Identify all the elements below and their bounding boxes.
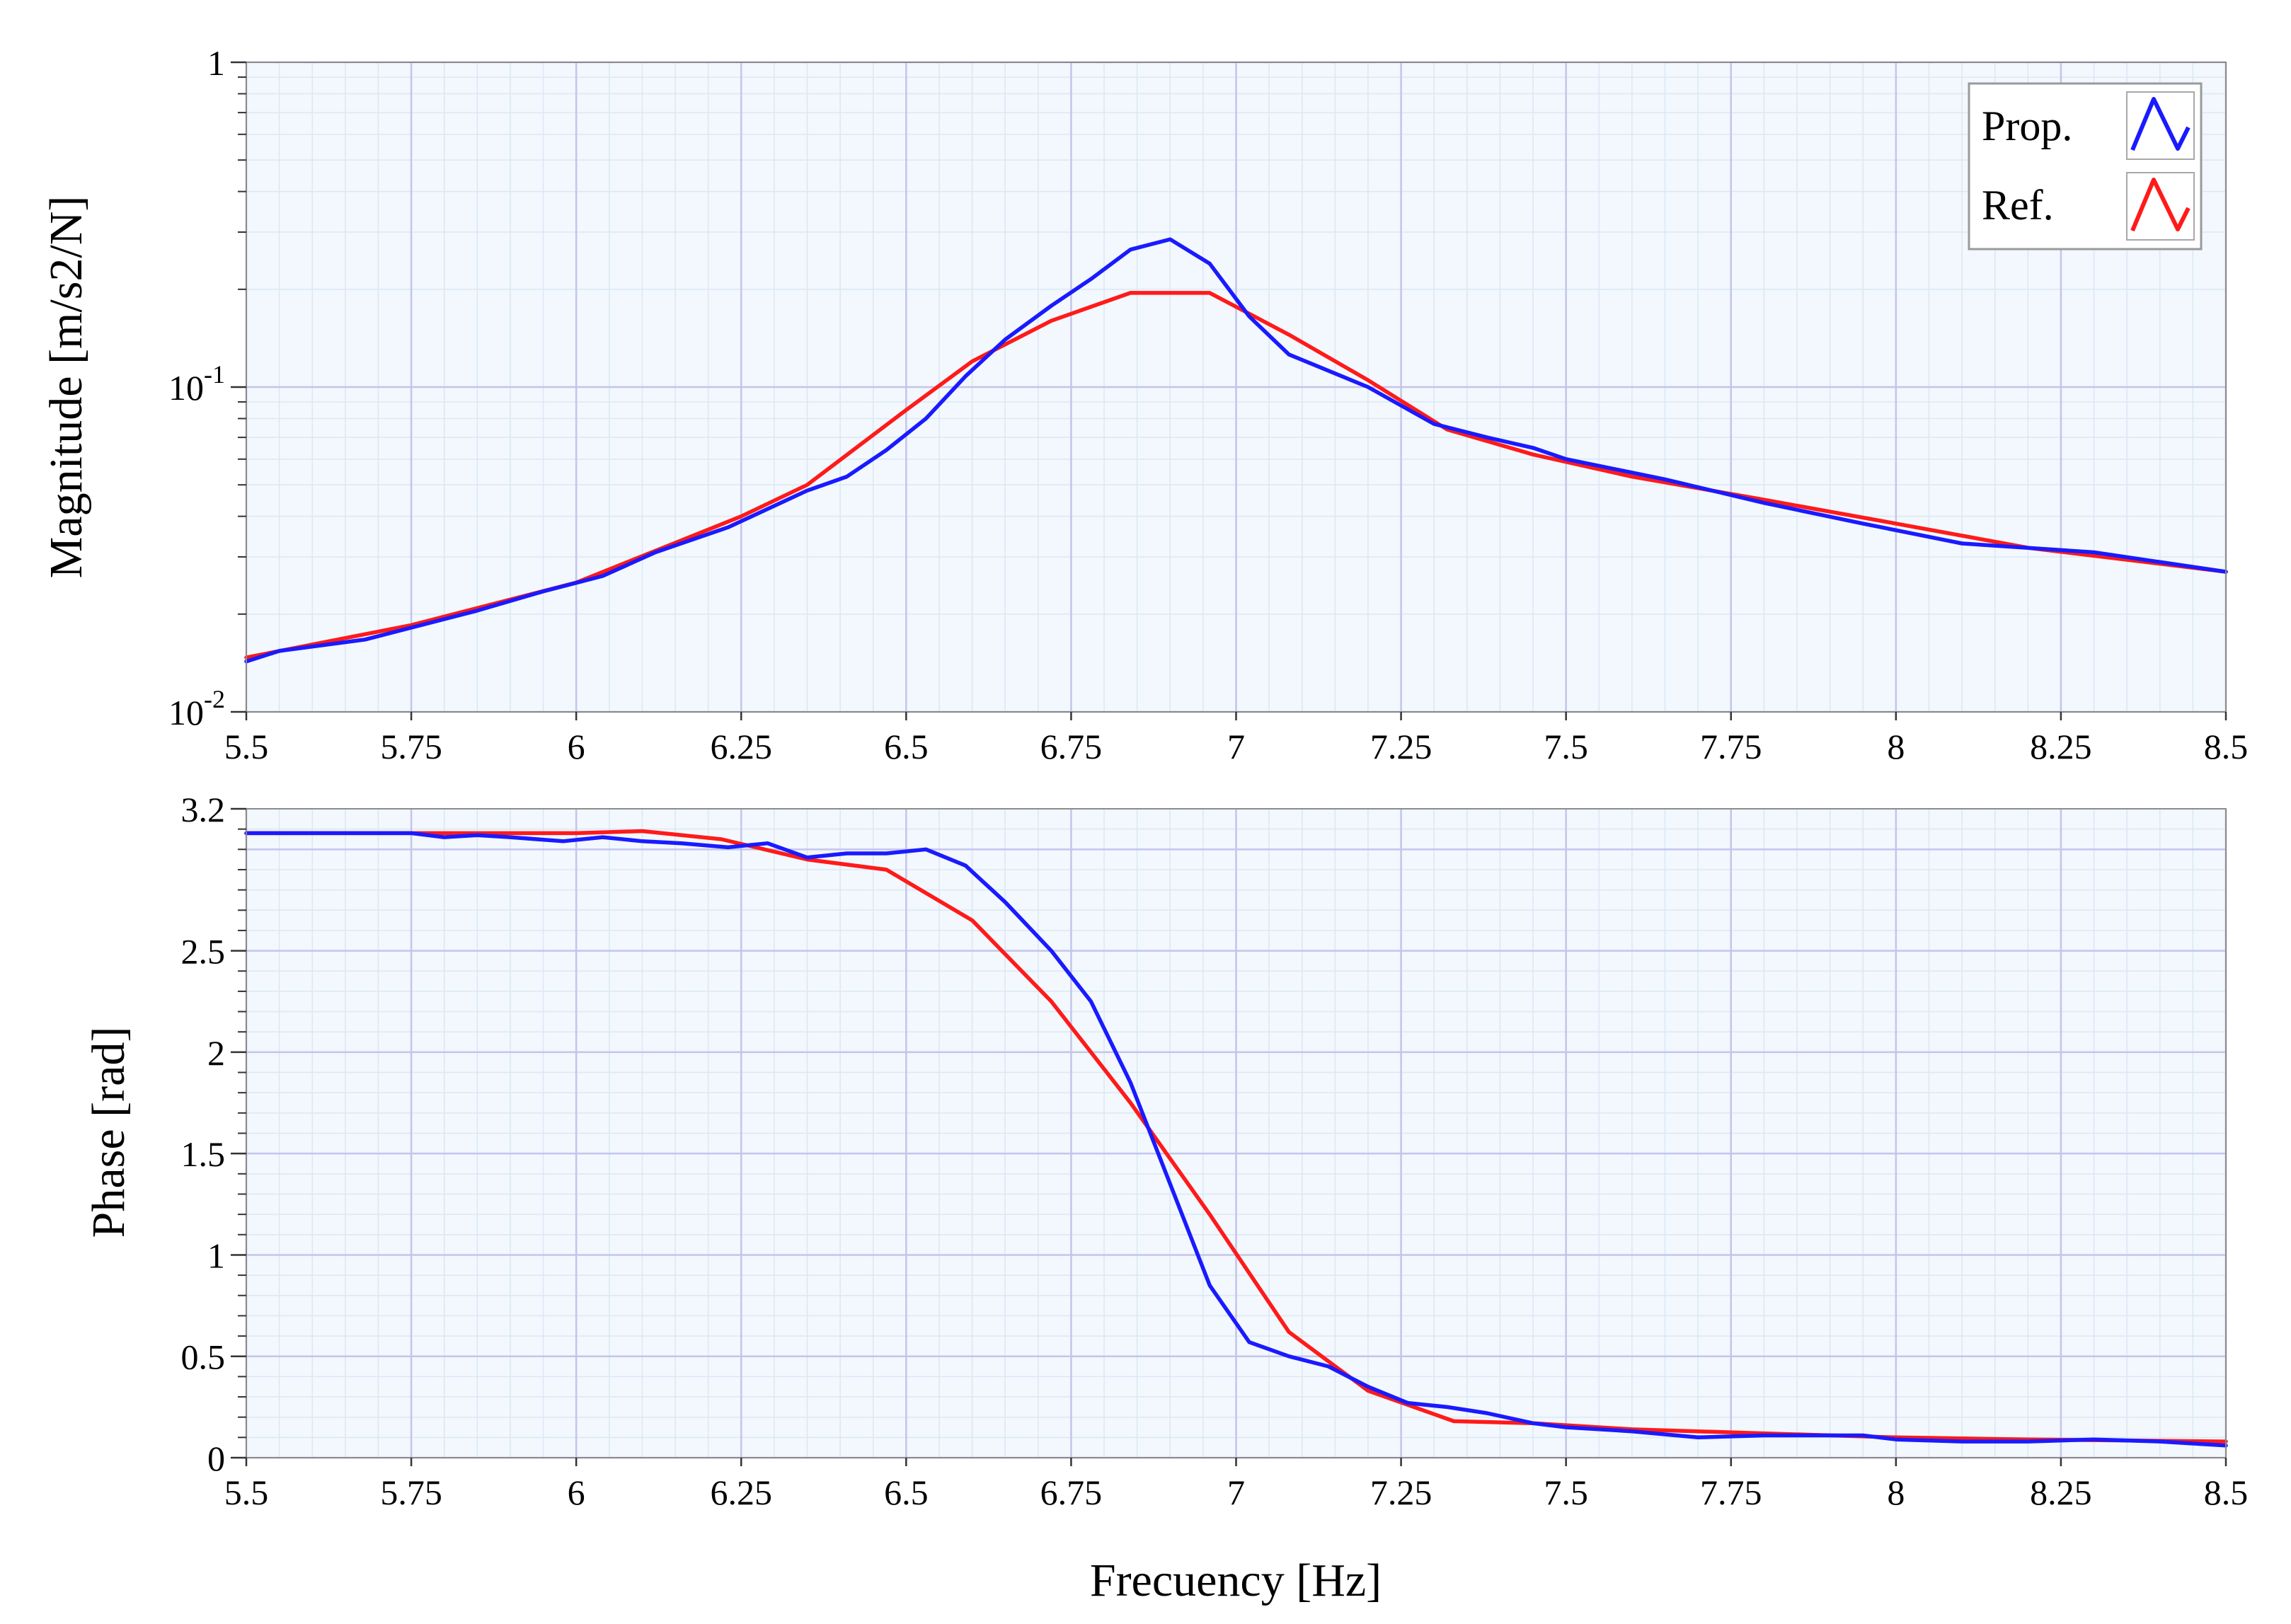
y-tick-label: 3.2 [181,790,226,829]
x-tick-label: 8.25 [2030,727,2092,766]
legend-line-icon-ref [2130,178,2190,232]
x-tick-label: 7.25 [1370,727,1432,766]
x-tick-label: 6.5 [884,1473,929,1512]
x-tick-label: 5.5 [224,1473,269,1512]
x-tick-label: 7 [1227,1473,1245,1512]
x-tick-label: 6.5 [884,727,929,766]
y-tick-label: 10-1 [168,360,225,408]
x-tick-label: 7.25 [1370,1473,1432,1512]
x-tick-label: 5.75 [380,1473,442,1512]
series-line-prop [244,237,2228,664]
legend-swatch-ref [2126,172,2195,241]
x-tick-label: 7 [1227,727,1245,766]
x-tick-label: 8.25 [2030,1473,2092,1512]
x-tick-label: 7.75 [1700,727,1762,766]
y-tick-label: 0.5 [181,1337,226,1377]
x-tick-label: 6.25 [711,1473,773,1512]
x-tick-label: 5.5 [224,727,269,766]
x-tick-label: 6.75 [1040,727,1103,766]
y-tick-label: 1.5 [181,1134,226,1174]
x-tick-label: 6 [568,727,585,766]
phase-y-tick-labels: 0 0.5 1 1.5 2 2.5 3.2 [181,790,226,1478]
x-tick-label: 8.5 [2204,1473,2249,1512]
y-tick-label: 1 [207,1236,225,1275]
magnitude-y-tick-labels: 10-2 10-1 1 [168,43,225,732]
x-axis-label: Frecuency [Hz] [1090,1555,1382,1606]
series-line-ref [244,829,2228,1444]
y-tick-label: 2 [207,1033,225,1073]
series-line-ref [244,291,2228,660]
x-tick-label: 8 [1887,1473,1905,1512]
x-tick-label: 6 [568,1473,585,1512]
x-tick-label: 6.25 [711,727,773,766]
legend-line-icon-prop [2130,97,2190,151]
y-tick-label: 2.5 [181,932,226,972]
x-tick-label: 5.75 [380,727,442,766]
magnitude-tick-marks [231,61,2227,720]
x-tick-label: 6.75 [1040,1473,1103,1512]
y-tick-label: 1 [207,43,225,83]
legend-swatch-prop [2126,91,2195,160]
phase-y-axis-label: Phase [rad] [83,1027,134,1238]
phase-series [244,829,2228,1448]
magnitude-series [244,237,2228,664]
x-tick-label: 8 [1887,727,1905,766]
phase-tick-marks [231,807,2227,1466]
phase-x-tick-labels: 5.5 5.75 6 6.25 6.5 6.75 7 7.25 7.5 7.75 8 8.25 8.5 [224,1473,2249,1512]
magnitude-x-tick-labels: 5.5 5.75 6 6.25 6.5 6.75 7 7.25 7.5 7.75 8 8.25 8.5 [224,727,2249,766]
legend-label-prop: Prop. [1982,103,2072,149]
magnitude-y-axis-label: Magnitude [m/s2/N] [40,196,92,579]
y-tick-label: 0 [207,1439,225,1478]
x-tick-label: 8.5 [2204,727,2249,766]
x-tick-label: 7.5 [1544,727,1588,766]
y-tick-label: 10-2 [168,685,225,732]
x-tick-label: 7.5 [1544,1473,1588,1512]
x-tick-label: 7.75 [1700,1473,1762,1512]
legend: Prop. Ref. [1968,82,2203,250]
phase-panel: 5.5 5.75 6 6.25 6.5 6.75 7 7.25 7.5 7.75 8 8.25 8.5 … [83,790,2248,1606]
legend-label-ref: Ref. [1982,182,2054,229]
series-line-prop [244,831,2228,1448]
magnitude-panel: 5.5 5.75 6 6.25 6.5 6.75 7 7.25 7.5 7.75 8 8.25 8.5 … [40,43,2248,766]
